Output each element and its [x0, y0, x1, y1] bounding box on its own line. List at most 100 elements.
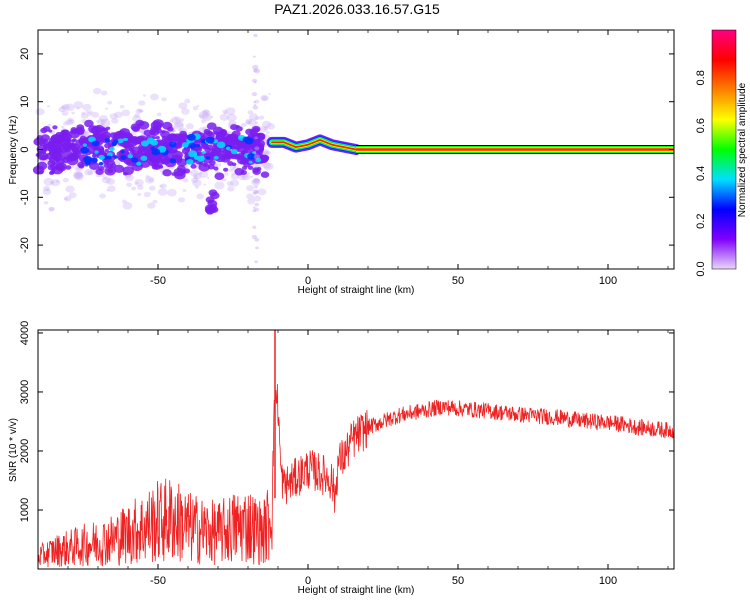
- spectrogram-blob: [65, 185, 75, 193]
- spectrogram-blob: [65, 119, 73, 125]
- spectrogram-blob: [263, 162, 274, 171]
- spectrogram-blob: [159, 184, 163, 188]
- spectrogram-blob: [196, 193, 204, 200]
- spectrogram-blob: [82, 143, 88, 147]
- spectrogram-blob: [253, 139, 265, 149]
- spectrogram-blob: [169, 119, 174, 123]
- spectrogram-blob: [48, 206, 55, 212]
- spectrogram-ridge-wiggle: [271, 139, 357, 151]
- spectrogram-blob: [254, 237, 260, 242]
- spectrogram-blob: [223, 167, 229, 172]
- spectrogram-blob: [88, 110, 93, 114]
- spectrogram-blob: [48, 156, 60, 164]
- spectrogram-blob: [261, 154, 270, 162]
- spectrogram-blob: [47, 144, 57, 152]
- spectrogram-blob: [91, 154, 97, 158]
- snr-y-axis-label: SNR (10 * v/v): [8, 418, 19, 482]
- spectrogram-x-ticks: -50 0 50 100: [37, 30, 669, 287]
- spectrogram-blob: [156, 112, 162, 117]
- spectrogram-blob: [142, 94, 147, 97]
- spectrogram-blob: [127, 144, 133, 149]
- spectrogram-blob: [55, 131, 63, 138]
- spectrogram-blob: [252, 178, 260, 184]
- spectrogram-blob: [104, 166, 116, 176]
- spectrogram-blob: [143, 129, 152, 137]
- colorbar-gradient: [712, 30, 736, 269]
- spectrogram-blob: [88, 125, 99, 134]
- spectrogram-blob: [254, 116, 260, 121]
- spectrogram-blob: [182, 188, 187, 192]
- spectrogram-y-ticks: -20 -10 0 10 20: [19, 48, 674, 253]
- spectrogram-blob: [100, 173, 105, 177]
- spectrogram-blob: [198, 162, 210, 172]
- spectrogram-blob: [98, 154, 105, 160]
- spectrogram-blob: [201, 113, 212, 122]
- spectrogram-blob: [208, 189, 218, 197]
- spectrogram-blob: [260, 171, 270, 178]
- spectrogram-blob: [85, 110, 89, 113]
- spectrogram-blob: [120, 155, 127, 161]
- spectrogram-blob: [198, 170, 209, 178]
- spectrogram-blob: [252, 209, 257, 213]
- spectrogram-blob: [171, 116, 182, 124]
- spectrogram-blob: [247, 198, 255, 205]
- spectrogram-blob: [222, 178, 227, 182]
- spectrogram-blob: [161, 97, 167, 102]
- spectrogram-blob: [251, 92, 258, 97]
- spectrogram-blob: [123, 137, 129, 142]
- spectrogram-blob: [266, 123, 275, 130]
- spectrogram-blob: [201, 151, 206, 155]
- snr-y-tick-label: 4000: [19, 321, 31, 345]
- spectrogram-blob: [52, 125, 58, 130]
- spectrogram-ridge-layer: [266, 134, 674, 155]
- spectrogram-blob: [68, 192, 77, 199]
- spectrogram-blob: [179, 118, 185, 122]
- spectrogram-blob: [63, 121, 69, 126]
- spectrogram-blob: [200, 140, 205, 144]
- spectrogram-y-tick-label: 10: [19, 96, 31, 108]
- spectrogram-blob: [206, 122, 217, 130]
- spectrogram-blob: [140, 140, 150, 147]
- spectrogram-blob: [252, 225, 257, 229]
- spectrogram-blob: [46, 105, 50, 108]
- snr-y-ticks: 1000 2000 3000 4000: [19, 321, 674, 522]
- spectrogram-blob: [213, 155, 219, 160]
- spectrogram-blob: [76, 106, 80, 110]
- spectrogram-blob: [103, 160, 110, 165]
- snr-x-tick-label: -50: [150, 575, 166, 587]
- spectrogram-blob: [231, 130, 241, 138]
- spectrogram-blob: [193, 175, 199, 180]
- spectrogram-blob: [161, 130, 166, 134]
- spectrogram-blob: [113, 164, 125, 173]
- spectrogram-blob: [147, 202, 156, 209]
- spectrogram-blob: [130, 123, 141, 131]
- spectrogram-blob: [107, 100, 113, 105]
- spectrogram-blob: [61, 110, 69, 116]
- spectrogram-blob: [153, 164, 161, 170]
- spectrogram-blob: [109, 146, 115, 151]
- spectrogram-blob: [255, 157, 262, 163]
- spectrogram-blob: [253, 195, 262, 202]
- spectrogram-blob: [107, 185, 116, 192]
- spectrogram-blob: [254, 185, 258, 189]
- spectrogram-blob: [83, 155, 93, 163]
- spectrogram-blob: [254, 121, 259, 124]
- spectrogram-blob: [252, 167, 260, 173]
- spectrogram-blob: [230, 149, 238, 155]
- spectrogram-blob: [61, 104, 70, 111]
- spectrogram-blob: [104, 148, 109, 152]
- spectrogram-blob: [251, 178, 261, 186]
- spectrogram-blob: [104, 142, 112, 149]
- colorbar-ticks: 0.0 0.2 0.4 0.6 0.8: [695, 70, 707, 276]
- spectrogram-y-tick-label: 20: [19, 48, 31, 60]
- spectrogram-blob: [113, 139, 119, 144]
- spectrogram-blob: [129, 135, 139, 143]
- spectrogram-blob: [200, 119, 207, 124]
- spectrogram-blob: [134, 113, 140, 118]
- snr-y-tick-label: 2000: [19, 439, 31, 463]
- spectrogram-blob: [193, 172, 202, 180]
- spectrogram-blob: [55, 179, 60, 183]
- spectrogram-blob: [64, 197, 69, 201]
- spectrogram-blob: [236, 163, 240, 166]
